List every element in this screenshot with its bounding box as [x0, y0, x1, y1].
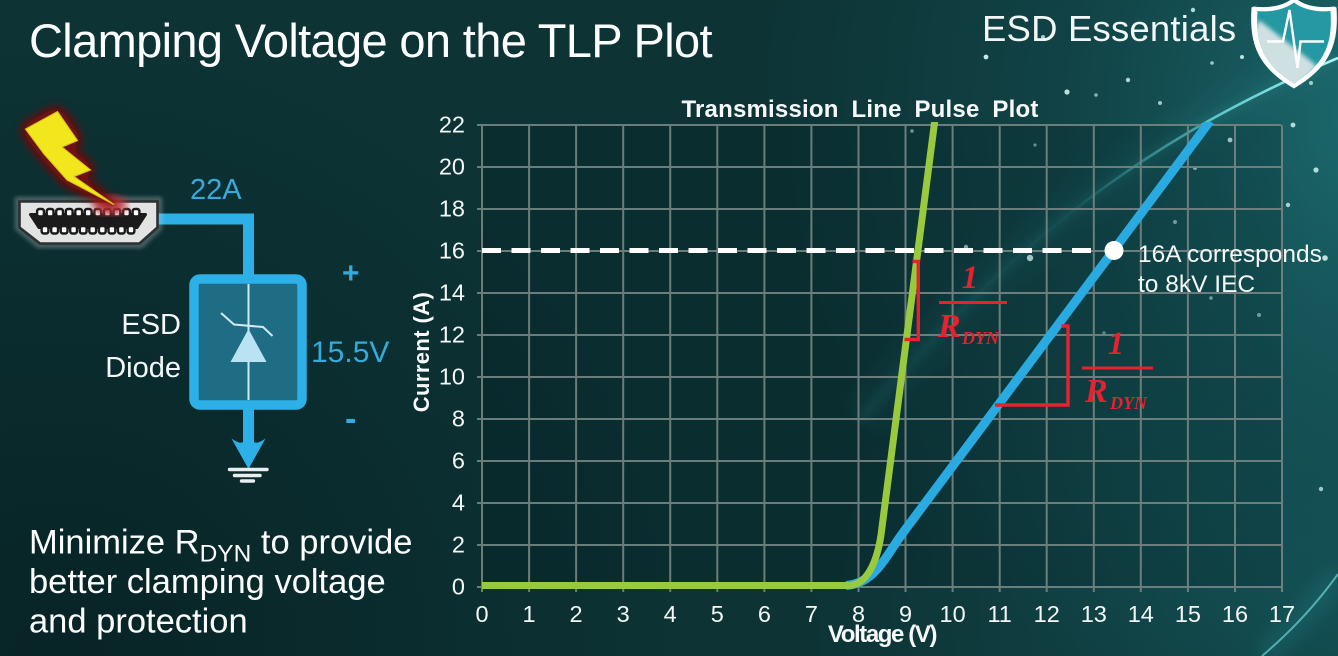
svg-text:4: 4: [664, 601, 677, 627]
svg-text:15: 15: [1175, 601, 1201, 627]
svg-text:8: 8: [852, 601, 865, 627]
svg-text:16A corresponds: 16A corresponds: [1138, 241, 1322, 268]
svg-text:+: +: [342, 257, 360, 290]
svg-text:22A: 22A: [190, 174, 242, 206]
svg-text:20: 20: [439, 154, 465, 180]
svg-text:13: 13: [1081, 601, 1107, 627]
svg-text:7: 7: [805, 601, 818, 627]
svg-text:Diode: Diode: [105, 352, 181, 384]
svg-text:16: 16: [439, 238, 465, 264]
svg-text:5: 5: [711, 601, 724, 627]
svg-text:2: 2: [570, 601, 583, 627]
svg-text:14: 14: [1128, 601, 1154, 627]
svg-text:and protection: and protection: [29, 603, 248, 641]
svg-text:Transmission Line Pulse Plot: Transmission Line Pulse Plot: [681, 96, 1038, 123]
svg-text:4: 4: [452, 490, 465, 516]
svg-text:9: 9: [899, 601, 912, 627]
svg-text:2: 2: [452, 532, 465, 558]
svg-text:1: 1: [962, 260, 979, 296]
svg-text:R: R: [937, 308, 961, 345]
svg-text:22: 22: [439, 112, 465, 138]
svg-text:DYN: DYN: [1109, 393, 1148, 413]
svg-text:16: 16: [1222, 601, 1248, 627]
svg-text:to 8kV IEC: to 8kV IEC: [1138, 271, 1255, 298]
svg-text:18: 18: [439, 196, 465, 222]
svg-text:0: 0: [452, 574, 465, 600]
svg-text:10: 10: [940, 601, 966, 627]
svg-text:better clamping voltage: better clamping voltage: [29, 563, 386, 601]
svg-text:12: 12: [1034, 601, 1060, 627]
svg-text:1: 1: [523, 601, 536, 627]
svg-text:-: -: [345, 400, 356, 438]
svg-text:0: 0: [475, 601, 488, 627]
svg-text:Current (A): Current (A): [409, 292, 434, 413]
svg-text:10: 10: [439, 364, 465, 390]
svg-text:Clamping Voltage on the TLP Pl: Clamping Voltage on the TLP Plot: [29, 14, 713, 67]
svg-text:ESD: ESD: [121, 309, 181, 341]
svg-text:R: R: [1084, 373, 1108, 410]
svg-text:6: 6: [452, 448, 465, 474]
svg-text:12: 12: [439, 322, 465, 348]
svg-text:3: 3: [617, 601, 630, 627]
svg-text:14: 14: [439, 280, 465, 306]
svg-text:DYN: DYN: [961, 328, 1000, 348]
svg-text:17: 17: [1269, 601, 1295, 627]
svg-text:1: 1: [1108, 326, 1125, 362]
svg-text:15.5V: 15.5V: [311, 336, 389, 369]
svg-text:8: 8: [452, 406, 465, 432]
svg-text:Voltage (V): Voltage (V): [828, 621, 937, 648]
svg-text:11: 11: [987, 601, 1011, 627]
svg-text:ESD Essentials: ESD Essentials: [982, 8, 1236, 49]
svg-text:6: 6: [758, 601, 771, 627]
